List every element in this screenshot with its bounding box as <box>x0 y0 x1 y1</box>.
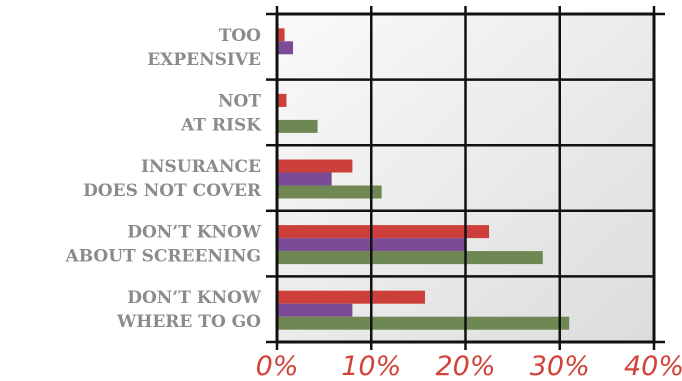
x-tick-label: 10% <box>341 351 401 381</box>
bar-series1-cat5 <box>277 290 425 304</box>
bar-series1-cat3 <box>277 159 353 173</box>
bar-series2-cat5 <box>277 303 353 317</box>
category-label: EXPENSIVE <box>147 50 261 70</box>
category-label: INSURANCE <box>141 157 261 177</box>
bar-series1-cat4 <box>277 225 490 239</box>
bar-series3-cat2 <box>277 119 318 133</box>
x-tick-label: 40% <box>624 351 682 381</box>
bar-series2-cat1 <box>277 41 294 55</box>
category-label: DON’T KNOW <box>127 223 262 243</box>
category-labels: TOO EXPENSIVE NOT AT RISK INSURANCE DOES NOT … <box>65 26 263 332</box>
x-tick-labels: 0% 10% 20% 30% 40% <box>256 351 682 381</box>
x-tick-label: 30% <box>530 351 590 381</box>
bar-series3-cat3 <box>277 185 382 199</box>
bar-series3-cat5 <box>277 316 570 330</box>
bar-series1-cat1 <box>277 28 285 42</box>
category-label: AT RISK <box>180 115 262 135</box>
grid-layer <box>266 6 665 350</box>
category-label: ABOUT SCREENING <box>65 247 261 267</box>
category-label: TOO <box>219 26 261 46</box>
bar-series1-cat2 <box>277 93 287 107</box>
x-tick-label: 0% <box>256 351 299 381</box>
x-tick-label: 20% <box>435 351 495 381</box>
bar-series2-cat3 <box>277 172 332 186</box>
category-label: DON’T KNOW <box>127 288 262 308</box>
bar-series3-cat4 <box>277 251 543 265</box>
category-label: WHERE TO GO <box>116 312 261 332</box>
category-label: DOES NOT COVER <box>83 181 262 201</box>
category-label: NOT <box>218 91 261 111</box>
